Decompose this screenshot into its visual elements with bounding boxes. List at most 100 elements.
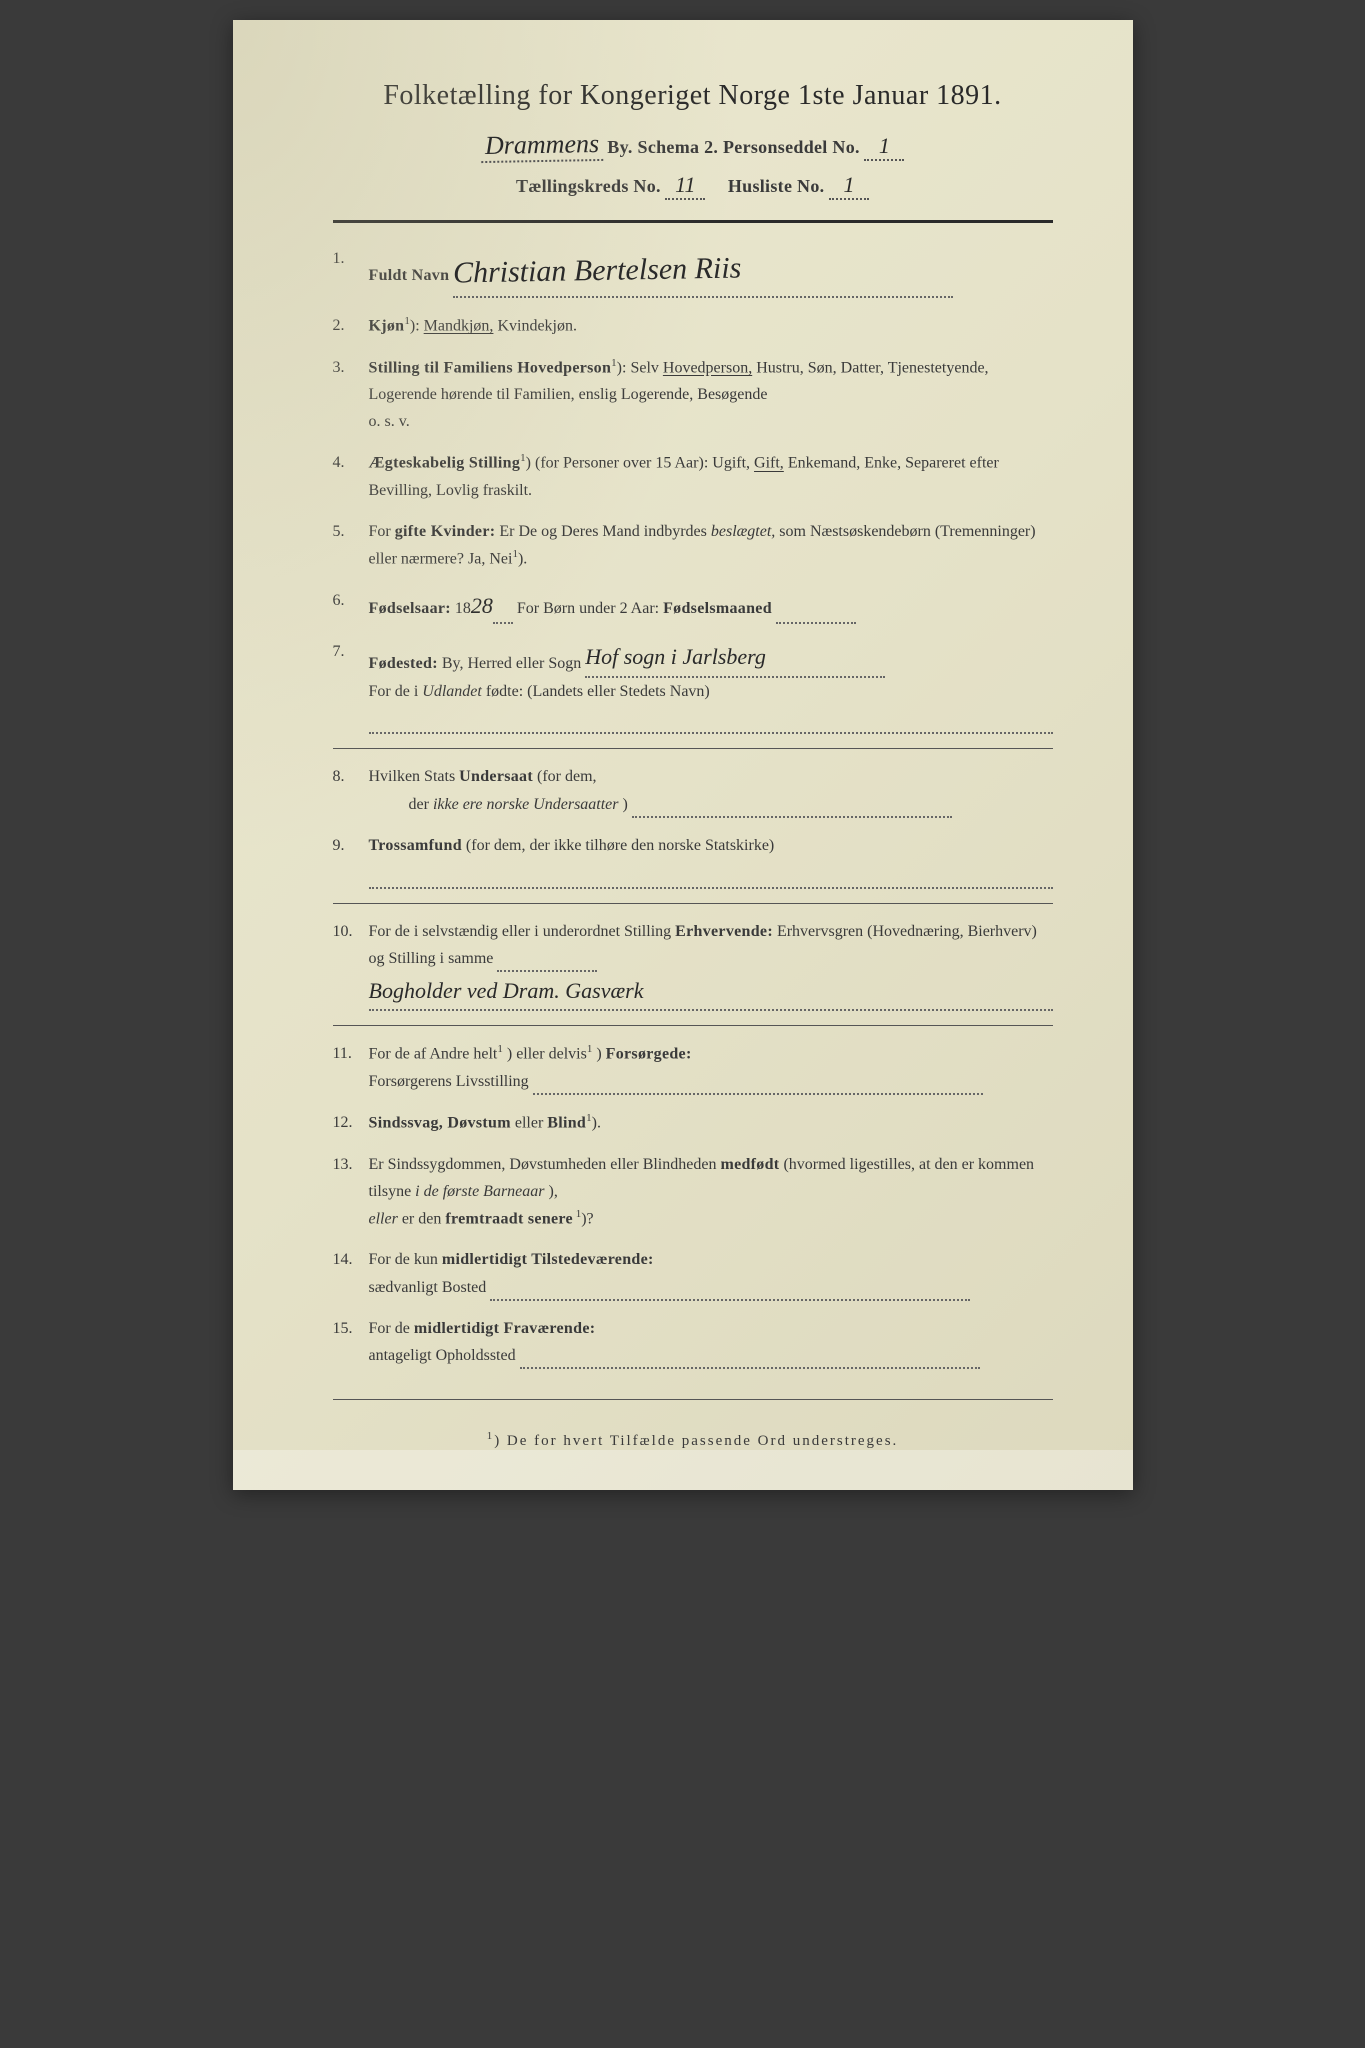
dotted-line <box>369 709 1053 735</box>
question-13: 13. Er Sindssygdommen, Døvstumheden elle… <box>333 1151 1053 1233</box>
q13-bold2: fremtraadt senere <box>445 1210 573 1227</box>
q8-italic1: ikke ere norske Undersaatter <box>433 796 619 813</box>
q-content: Stilling til Familiens Hovedperson1): Se… <box>369 354 1053 436</box>
q7-text2: For de i <box>369 683 423 700</box>
dotted-fill <box>490 1299 970 1301</box>
q-content: For de kun midlertidigt Tilstedeværende:… <box>369 1246 1053 1300</box>
q15-text1: For de <box>369 1320 414 1337</box>
q9-text1: (for dem, der ikke tilhøre den norske St… <box>466 837 774 854</box>
q13-italic2: eller <box>369 1210 398 1227</box>
q-number: 1. <box>333 245 369 298</box>
q6-text1: For Børn under 2 Aar: <box>517 600 663 617</box>
q-number: 3. <box>333 354 369 436</box>
q7-text1: By, Herred eller Sogn <box>442 655 585 672</box>
q-content: For de midlertidigt Fraværende: antageli… <box>369 1315 1053 1369</box>
q12-text1: eller <box>515 1114 547 1131</box>
divider-thin <box>333 903 1053 904</box>
q14-bold1: midlertidigt Tilstedeværende: <box>442 1251 654 1268</box>
q15-text2: antageligt Opholdssted <box>369 1347 516 1364</box>
q5-text4: ). <box>518 551 527 568</box>
q-content: Hvilken Stats Undersaat (for dem, der ik… <box>369 763 1053 817</box>
q15-bold1: midlertidigt Fraværende: <box>414 1320 596 1337</box>
taellingskreds-no: 11 <box>665 172 705 200</box>
q3-text1: ): Selv <box>617 359 663 376</box>
q14-text1: For de kun <box>369 1251 442 1268</box>
full-name-value: Christian Bertelsen Riis <box>453 242 742 298</box>
q13-text4: er den <box>402 1210 446 1227</box>
q1-label: Fuldt Navn <box>369 267 450 284</box>
footnote-text: ) De for hvert Tilfælde passende Ord und… <box>494 1433 898 1449</box>
personseddel-no: 1 <box>864 133 904 161</box>
q13-text5: )? <box>581 1210 593 1227</box>
footnote: 1) De for hvert Tilfælde passende Ord un… <box>333 1430 1053 1450</box>
q11-text1: For de af Andre helt <box>369 1046 498 1063</box>
q10-text1: For de i selvstændig eller i underordnet… <box>369 923 676 940</box>
question-1: 1. Fuldt Navn Christian Bertelsen Riis <box>333 245 1053 298</box>
dotted-fill <box>632 816 952 818</box>
question-10: 10. For de i selvstændig eller i underor… <box>333 918 1053 1012</box>
q10-bold1: Erhvervende: <box>675 923 773 940</box>
question-14: 14. For de kun midlertidigt Tilstedevære… <box>333 1246 1053 1300</box>
question-2: 2. Kjøn1): Mandkjøn, Kvindekjøn. <box>333 312 1053 340</box>
q3-hovedperson: Hovedperson, <box>663 359 752 376</box>
q11-text2: ) eller delvis <box>507 1046 587 1063</box>
q12-text2: ). <box>592 1114 601 1131</box>
question-12: 12. Sindssvag, Døvstum eller Blind1). <box>333 1109 1053 1137</box>
dotted-fill <box>533 1093 983 1095</box>
q10-value: Bogholder ved Dram. Gasværk <box>369 978 644 1003</box>
q4-gift: Gift, <box>754 455 784 472</box>
footnote-ref: 1 <box>497 1043 503 1055</box>
q13-text3: ), <box>549 1183 558 1200</box>
q12-bold2: Blind <box>547 1114 586 1131</box>
divider-thick <box>333 220 1053 223</box>
footnote-ref: 1 <box>587 1043 593 1055</box>
q-number: 6. <box>333 587 369 624</box>
q-number: 4. <box>333 449 369 504</box>
q-content: Fuldt Navn Christian Bertelsen Riis <box>369 245 1053 298</box>
q6-bold2: Fødselsmaaned <box>663 600 772 617</box>
divider-thin <box>333 1025 1053 1026</box>
q11-bold1: Forsørgede: <box>606 1046 692 1063</box>
q-number: 12. <box>333 1109 369 1137</box>
q-content: For de af Andre helt1 ) eller delvis1 ) … <box>369 1040 1053 1095</box>
q5-bold1: gifte Kvinder: <box>395 523 496 540</box>
city-handwritten: Drammens <box>480 129 603 163</box>
q8-text2: (for dem, <box>537 768 597 785</box>
q2-text: ): <box>410 317 424 334</box>
q-content: Er Sindssygdommen, Døvstumheden eller Bl… <box>369 1151 1053 1233</box>
q3-label: Stilling til Familiens Hovedperson <box>369 359 612 376</box>
bottom-strip <box>233 1450 1133 1490</box>
q11-text3: ) <box>596 1046 605 1063</box>
dotted-line <box>369 863 1053 889</box>
q11-text4: Forsørgerens Livsstilling <box>369 1073 529 1090</box>
q2-label: Kjøn <box>369 317 405 334</box>
question-6: 6. Fødselsaar: 1828 For Børn under 2 Aar… <box>333 587 1053 624</box>
page-title: Folketælling for Kongeriget Norge 1ste J… <box>333 80 1053 112</box>
q3-text3: o. s. v. <box>369 413 410 430</box>
q7-italic1: Udlandet <box>422 683 482 700</box>
q8-text4: ) <box>623 796 628 813</box>
q8-text1: Hvilken Stats <box>369 768 460 785</box>
question-4: 4. Ægteskabelig Stilling1) (for Personer… <box>333 449 1053 504</box>
q4-label: Ægteskabelig Stilling <box>369 455 521 472</box>
q13-text1: Er Sindssygdommen, Døvstumheden eller Bl… <box>369 1156 721 1173</box>
q8-bold1: Undersaat <box>459 768 533 785</box>
husliste-label: Husliste No. <box>728 176 825 196</box>
q-number: 8. <box>333 763 369 817</box>
divider-thin <box>333 1399 1053 1400</box>
question-15: 15. For de midlertidigt Fraværende: anta… <box>333 1315 1053 1369</box>
question-11: 11. For de af Andre helt1 ) eller delvis… <box>333 1040 1053 1095</box>
dotted-fill <box>493 622 513 624</box>
q-number: 2. <box>333 312 369 340</box>
q9-label: Trossamfund <box>369 837 462 854</box>
q-number: 9. <box>333 832 369 889</box>
question-5: 5. For gifte Kvinder: Er De og Deres Man… <box>333 518 1053 573</box>
q2-opt-kvindekjon: Kvindekjøn. <box>497 317 577 334</box>
header-printed-1: By. Schema 2. Personseddel No. <box>607 137 860 157</box>
q-content: Fødselsaar: 1828 For Børn under 2 Aar: F… <box>369 587 1053 624</box>
q-content: For de i selvstændig eller i underordnet… <box>369 918 1053 1012</box>
q-number: 11. <box>333 1040 369 1095</box>
husliste-no: 1 <box>829 172 869 200</box>
q-number: 5. <box>333 518 369 573</box>
divider-thin <box>333 748 1053 749</box>
